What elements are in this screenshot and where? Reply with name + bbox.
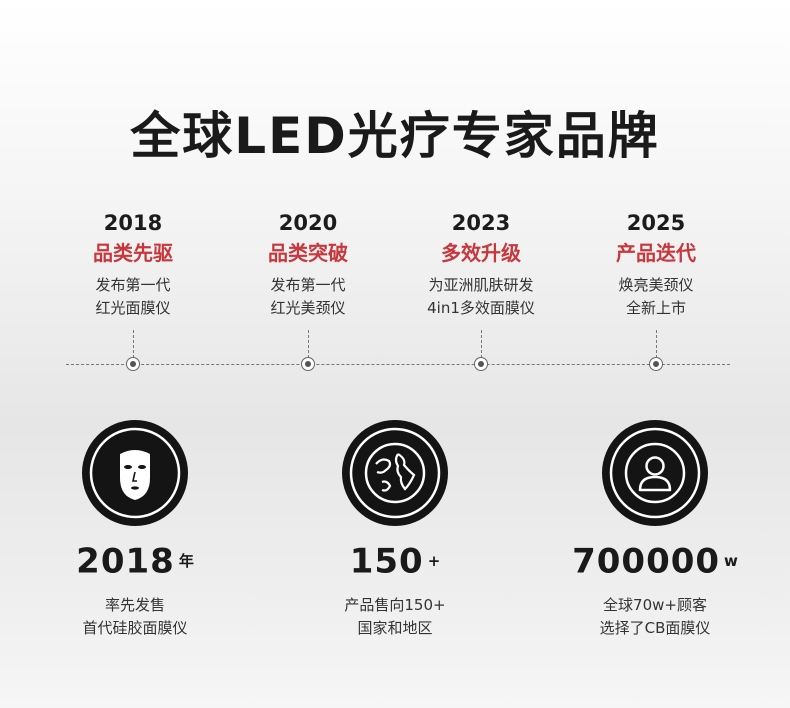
stat-desc: 全球70w+顾客 选择了CB面膜仪	[525, 594, 785, 640]
milestone-desc: 发布第一代 红光美颈仪	[218, 274, 398, 320]
stat-badge	[342, 420, 448, 526]
milestone-desc-line: 4in1多效面膜仪	[427, 299, 535, 317]
stat-desc: 率先发售 首代硅胶面膜仪	[5, 594, 265, 640]
stat-desc-line: 首代硅胶面膜仪	[82, 619, 188, 637]
stat-desc-line: 选择了CB面膜仪	[599, 619, 711, 637]
stat-desc-line: 产品售向150+	[344, 596, 446, 614]
milestone-timeline: 2018 品类先驱 发布第一代 红光面膜仪 2020 品类突破 发布第一代 红光…	[43, 208, 746, 371]
stat-number: 2018	[76, 541, 175, 582]
milestone-desc-line: 红光美颈仪	[270, 299, 346, 317]
milestone-desc-line: 发布第一代	[270, 276, 346, 294]
milestone-year: 2025	[626, 211, 686, 235]
stat-badge	[82, 420, 188, 526]
milestone-2018: 2018 品类先驱 发布第一代 红光面膜仪	[43, 208, 223, 320]
user-icon	[609, 427, 701, 519]
milestone-desc: 为亚洲肌肤研发 4in1多效面膜仪	[391, 274, 571, 320]
page-title: 全球LED光疗专家品牌	[130, 107, 660, 165]
timeline-dot	[301, 357, 315, 371]
timeline-line	[66, 364, 730, 365]
milestone-year: 2020	[278, 211, 338, 235]
milestone-year: 2018	[103, 211, 163, 235]
stat-suffix: 年	[178, 552, 194, 570]
timeline-dot	[474, 357, 488, 371]
milestone-desc: 焕亮美颈仪 全新上市	[566, 274, 746, 320]
milestone-year: 2023	[451, 211, 511, 235]
stat-suffix: w	[724, 552, 738, 570]
stat-desc-line: 国家和地区	[357, 619, 433, 637]
milestone-desc-line: 发布第一代	[95, 276, 171, 294]
stat-desc-line: 全球70w+顾客	[603, 596, 707, 614]
milestone-headline: 品类突破	[268, 241, 348, 265]
milestone-desc-line: 红光面膜仪	[95, 299, 171, 317]
stat-number: 700000	[572, 541, 721, 582]
stat-suffix: +	[427, 552, 441, 570]
milestone-headline: 多效升级	[441, 241, 521, 265]
milestone-desc: 发布第一代 红光面膜仪	[43, 274, 223, 320]
milestone-desc-line: 全新上市	[625, 299, 686, 317]
milestone-headline: 产品迭代	[616, 241, 696, 265]
timeline-dot	[649, 357, 663, 371]
milestone-headline: 品类先驱	[93, 241, 173, 265]
globe-icon	[349, 427, 441, 519]
timeline-dot	[126, 357, 140, 371]
stat-badge	[602, 420, 708, 526]
milestone-desc-line: 为亚洲肌肤研发	[428, 276, 534, 294]
stat-desc-line: 率先发售	[104, 596, 165, 614]
timeline-tick	[481, 330, 482, 358]
timeline-tick	[133, 330, 134, 358]
stat-customers: 700000 w 全球70w+顾客 选择了CB面膜仪	[525, 420, 785, 640]
stat-first-launch: 2018 年 率先发售 首代硅胶面膜仪	[5, 420, 265, 640]
milestone-2023: 2023 多效升级 为亚洲肌肤研发 4in1多效面膜仪	[391, 208, 571, 320]
timeline-tick	[656, 330, 657, 358]
milestone-2025: 2025 产品迭代 焕亮美颈仪 全新上市	[566, 208, 746, 320]
face-mask-icon	[89, 427, 181, 519]
milestone-desc-line: 焕亮美颈仪	[618, 276, 694, 294]
stat-number: 150	[349, 541, 424, 582]
milestone-2020: 2020 品类突破 发布第一代 红光美颈仪	[218, 208, 398, 320]
timeline-tick	[308, 330, 309, 358]
stat-countries: 150 + 产品售向150+ 国家和地区	[265, 420, 525, 640]
stat-desc: 产品售向150+ 国家和地区	[265, 594, 525, 640]
